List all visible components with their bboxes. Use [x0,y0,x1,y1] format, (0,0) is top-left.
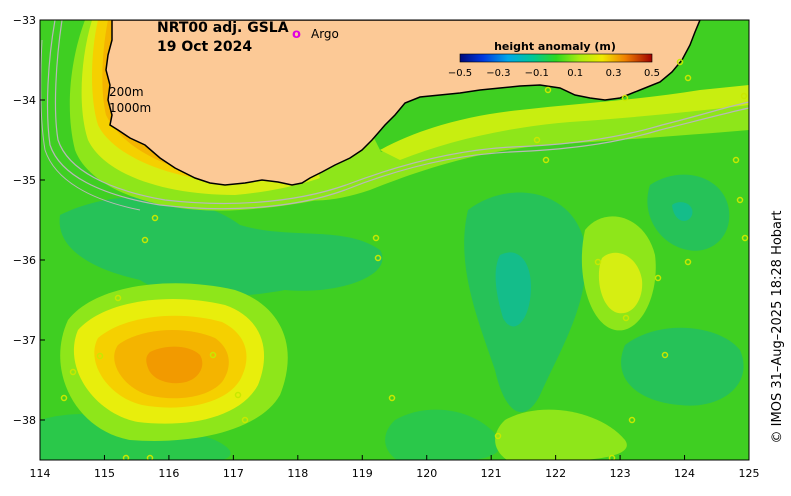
y-tick-label: −33 [13,14,36,27]
argo-float [740,92,748,100]
x-axis: 114 115 116 117 118 119 120 121 122 123 124 125 [30,455,760,480]
argo-float [69,368,77,376]
isobath-label-200m: 200m [109,85,144,99]
argo-float [621,94,629,102]
argo-float [96,352,104,360]
x-tick-label: 114 [30,467,51,480]
coastal-warm-band-inner [92,20,215,178]
x-tick-label: 120 [416,467,437,480]
x-tick-label: 118 [287,467,308,480]
argo-float [628,416,636,424]
x-tick-label: 121 [481,467,502,480]
argo-float [146,454,154,460]
isobath-200m [46,20,749,210]
argo-float [234,391,242,399]
y-tick-label: −36 [13,254,36,267]
argo-float-markers [60,58,749,460]
argo-legend-label: Argo [311,27,339,41]
colorbar-tick-label: 0.1 [567,68,583,79]
argo-float [122,454,130,460]
argo-float [209,351,217,359]
argo-float [544,86,552,94]
low-anomaly-southeast [621,327,744,406]
colorbar-tick-label: 0.3 [606,68,622,79]
colorbar-title: height anomaly (m) [494,40,616,53]
x-tick-label: 119 [352,467,373,480]
mild-high-east-inner [598,252,643,314]
argo-float [622,314,630,322]
plot-frame [39,19,750,461]
low-anomaly-south-central [385,409,501,460]
argo-float [608,454,616,460]
argo-float [684,258,692,266]
south-coast-band [290,100,749,201]
colorbar: height anomaly (m) −0.5 −0.3 −0.1 0.1 0.3 0.5 [448,40,660,79]
argo-float [732,156,740,164]
map-title-line1: NRT00 adj. GSLA [157,20,289,36]
x-tick-label: 123 [610,467,631,480]
argo-float [741,234,749,242]
low-anomaly-central-inner [495,252,531,327]
argo-float [542,156,550,164]
isobath-1000m [54,20,749,205]
colorbar-tick-label: −0.5 [448,68,472,79]
colorbar-tick-label: −0.3 [486,68,510,79]
imos-credit: © IMOS 31–Aug–2025 18:28 Hobart [770,211,785,444]
anomaly-field [40,20,749,460]
argo-float [388,394,396,402]
low-anomaly-east-inner [672,202,693,221]
y-axis: −33 −34 −35 −36 −37 −38 [13,14,45,427]
argo-float [494,432,502,440]
isobath-label-1000m: 1000m [109,101,151,115]
argo-float [736,196,744,204]
argo-float [594,258,602,266]
colorbar-gradient [459,53,653,63]
argo-float [676,58,684,66]
mild-high-south [495,409,627,460]
colorbar-tick-label: 0.5 [644,68,660,79]
argo-legend-marker: o [292,27,301,42]
x-tick-label: 125 [739,467,760,480]
argo-float [374,254,382,262]
argo-float [654,274,662,282]
y-tick-label: −34 [13,94,36,107]
argo-float [114,294,122,302]
argo-float [661,351,669,359]
isobath-extra [40,39,141,211]
argo-float [372,234,380,242]
x-tick-label: 122 [545,467,566,480]
argo-float [60,394,68,402]
south-coast-band-inner [380,85,749,160]
x-tick-label: 116 [158,467,179,480]
argo-float [533,136,541,144]
y-tick-label: −37 [13,334,36,347]
warm-eddy-core [146,346,203,384]
colorbar-tick-label: −0.1 [525,68,549,79]
colorbar-ticks: −0.5 −0.3 −0.1 0.1 0.3 0.5 [448,68,660,79]
argo-float [151,214,159,222]
x-tick-label: 124 [674,467,695,480]
y-tick-label: −35 [13,174,36,187]
y-tick-label: −38 [13,414,36,427]
argo-float [141,236,149,244]
x-tick-label: 115 [94,467,115,480]
x-tick-label: 117 [223,467,244,480]
argo-float [684,74,692,82]
argo-float [241,416,249,424]
low-anomaly-west [59,196,383,297]
map-title-line2: 19 Oct 2024 [157,39,252,55]
